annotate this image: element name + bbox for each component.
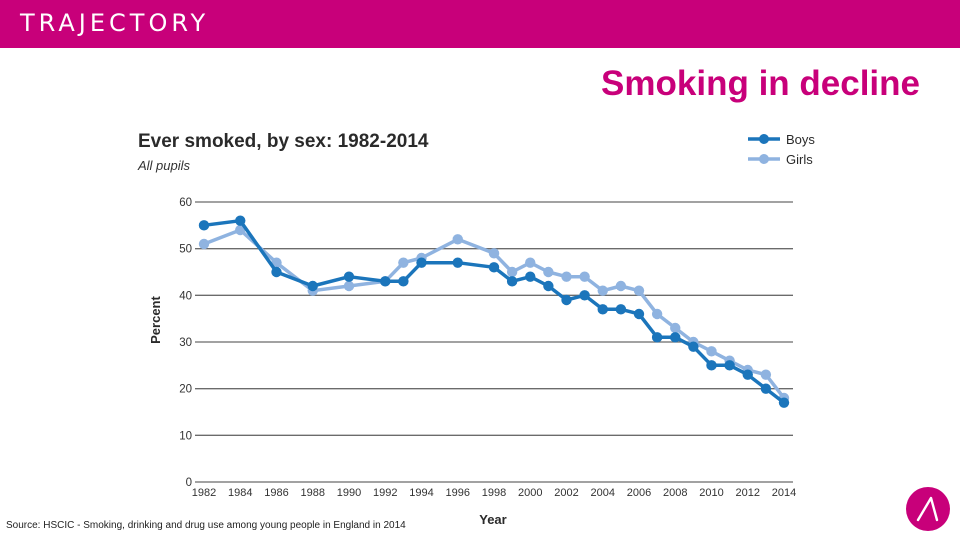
x-tick-label: 1988 <box>301 487 325 499</box>
point-boys-1999 <box>506 276 518 287</box>
point-boys-1984 <box>235 215 246 226</box>
point-girls-2004 <box>597 285 608 296</box>
point-girls-1993 <box>398 257 409 268</box>
slide-title: Smoking in decline <box>601 64 920 103</box>
x-axis-ticks: 1982 1984 1986 1988 1990 1992 1994 1996 1998 2000… <box>192 487 796 499</box>
x-axis-label: Year <box>479 512 506 527</box>
point-boys-1990 <box>343 271 355 282</box>
point-girls-2000 <box>525 257 536 268</box>
point-girls-2006 <box>633 285 645 296</box>
y-tick-label: 10 <box>179 430 192 442</box>
point-boys-2003 <box>579 290 590 301</box>
point-boys-2014 <box>778 397 790 408</box>
series-line-boys <box>203 218 786 405</box>
point-boys-2008 <box>670 332 681 343</box>
x-tick-label: 1986 <box>264 487 288 499</box>
chart-series <box>198 215 790 408</box>
point-boys-2004 <box>597 304 608 315</box>
brand-logo-text: TRAJECTORY <box>20 9 210 37</box>
point-boys-2002 <box>561 294 572 306</box>
point-girls-2007 <box>651 308 663 320</box>
x-tick-label: 1996 <box>446 487 470 499</box>
point-boys-2012 <box>742 369 753 380</box>
y-axis-label: Percent <box>148 295 163 343</box>
chart-title: Ever smoked, by sex: 1982-2014 <box>138 131 429 152</box>
point-boys-1988 <box>307 280 318 292</box>
chart-gridlines <box>195 201 793 483</box>
point-girls-2005 <box>615 280 627 292</box>
x-tick-label: 1984 <box>228 487 252 499</box>
point-boys-1982 <box>198 220 210 231</box>
point-girls-1998 <box>488 248 500 259</box>
point-boys-2000 <box>525 271 536 282</box>
point-boys-2005 <box>615 304 627 315</box>
x-tick-label: 2014 <box>772 487 796 499</box>
point-girls-1984 <box>235 224 246 236</box>
x-tick-label: 2002 <box>554 487 578 499</box>
legend-girls-label: Girls <box>786 152 813 167</box>
source-note: Source: HSCIC - Smoking, drinking and dr… <box>6 520 406 531</box>
trajectory-logo-icon <box>916 496 939 522</box>
point-girls-1982 <box>198 238 210 250</box>
x-tick-label: 2006 <box>627 487 651 499</box>
chart-subtitle: All pupils <box>137 158 191 173</box>
point-girls-1986 <box>271 257 282 268</box>
brand-logo-badge <box>906 487 950 531</box>
point-boys-1994 <box>416 257 427 268</box>
legend-girls-marker <box>759 154 769 164</box>
y-tick-label: 20 <box>179 384 192 396</box>
y-tick-label: 0 <box>186 477 192 489</box>
x-tick-label: 1992 <box>373 487 397 499</box>
y-tick-label: 30 <box>179 337 192 349</box>
y-axis-ticks: 0 10 20 30 40 50 60 <box>179 197 192 489</box>
legend-boys-marker <box>759 134 769 144</box>
point-boys-1998 <box>488 262 500 273</box>
point-boys-2010 <box>706 360 717 371</box>
x-tick-label: 1990 <box>337 487 361 499</box>
point-boys-2001 <box>543 280 554 292</box>
point-girls-2013 <box>760 369 772 380</box>
point-boys-1996 <box>452 257 463 268</box>
y-tick-label: 40 <box>179 290 192 302</box>
point-boys-1986 <box>271 266 282 278</box>
point-boys-1993 <box>398 276 409 287</box>
x-tick-label: 2008 <box>663 487 687 499</box>
y-tick-label: 50 <box>179 244 192 256</box>
chart-legend: Boys Girls <box>748 132 815 167</box>
point-girls-2010 <box>706 346 717 357</box>
point-boys-2013 <box>760 383 772 394</box>
series-girls <box>198 224 790 404</box>
point-boys-2007 <box>651 332 663 343</box>
point-girls-2003 <box>579 271 590 282</box>
point-girls-2002 <box>561 271 572 282</box>
y-tick-label: 60 <box>179 197 192 209</box>
x-tick-label: 2012 <box>736 487 760 499</box>
x-tick-label: 2004 <box>591 487 615 499</box>
point-girls-1990 <box>343 280 355 292</box>
x-tick-label: 1994 <box>409 487 433 499</box>
point-girls-2001 <box>543 266 554 278</box>
point-girls-1999 <box>506 266 518 278</box>
x-tick-label: 1982 <box>192 487 216 499</box>
point-boys-2011 <box>724 360 735 371</box>
series-boys <box>198 215 790 408</box>
point-boys-2006 <box>633 308 645 320</box>
point-girls-1996 <box>452 234 463 245</box>
header-bar: TRAJECTORY <box>0 0 960 48</box>
point-girls-2008 <box>670 322 681 334</box>
legend-boys-label: Boys <box>786 132 815 147</box>
x-tick-label: 1998 <box>482 487 506 499</box>
x-tick-label: 2010 <box>699 487 723 499</box>
point-boys-1992 <box>380 276 391 287</box>
x-tick-label: 2000 <box>518 487 542 499</box>
point-boys-2009 <box>688 341 699 352</box>
